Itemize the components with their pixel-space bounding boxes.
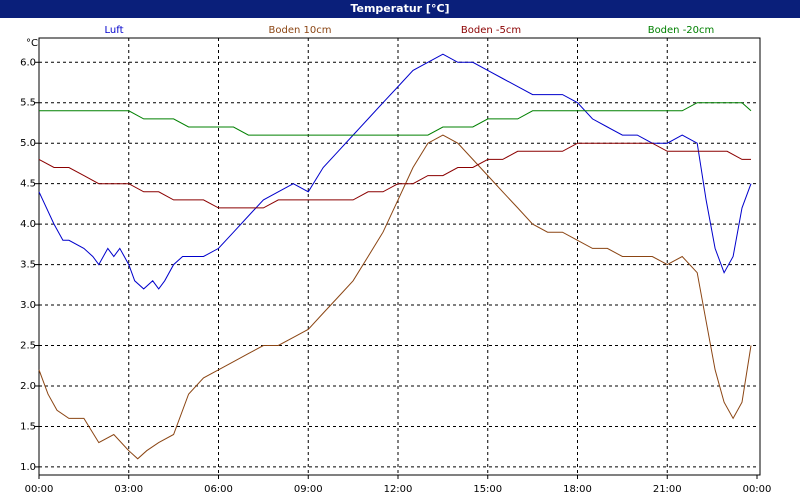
y-tick-label: 5.0: [20, 138, 36, 149]
series-line-boden-10cm: [38, 134, 752, 460]
legend-entry: Boden -20cm: [648, 25, 715, 36]
x-tick-label-time: 00:00: [743, 484, 772, 495]
y-tick-label: 3.0: [20, 300, 36, 311]
x-tick-label-time: 15:00: [473, 484, 502, 495]
legend-entry: Luft: [105, 25, 124, 36]
series-lines: [38, 53, 752, 460]
y-tick-label: 1.5: [20, 421, 36, 432]
y-tick-label: 4.5: [20, 179, 36, 190]
legend-entry: Boden -5cm: [461, 25, 521, 36]
legend-entry: Boden 10cm: [269, 25, 332, 36]
x-tick-label-time: 18:00: [563, 484, 592, 495]
x-tick-label-time: 06:00: [204, 484, 233, 495]
series-line-boden-5cm: [38, 142, 751, 209]
chart-title: Temperatur [°C]: [0, 0, 800, 18]
y-axis-unit-label: °C: [26, 38, 38, 49]
series-line-boden-20cm: [39, 102, 752, 136]
y-axis: 1.0 1.5 2.0 2.5 3.0 3.5 4.0 4.5 5.0 5.5 6.0: [20, 57, 39, 473]
y-tick-label: 6.0: [20, 57, 36, 68]
y-tick-label: 4.0: [20, 219, 36, 230]
x-tick-label-time: 09:00: [294, 484, 323, 495]
y-tick-label: 2.0: [20, 381, 36, 392]
x-tick-label-time: 00:00: [25, 484, 54, 495]
x-axis: 00:0020.11.1803:0020.11.1806:0020.11.180…: [25, 475, 772, 495]
temperature-chart: 1.01.52.02.53.03.54.04.55.05.56.0 00:002…: [20, 25, 772, 495]
y-tick-label: 3.5: [20, 260, 36, 271]
x-tick-label-time: 21:00: [653, 484, 682, 495]
y-tick-label: 5.5: [20, 98, 36, 109]
x-tick-label-time: 03:00: [114, 484, 143, 495]
y-tick-label: 1.0: [20, 462, 36, 473]
x-tick-label-time: 12:00: [384, 484, 413, 495]
legend: Luft Boden 10cm Boden -5cm Boden -20cm: [105, 25, 715, 36]
y-tick-label: 2.5: [20, 341, 36, 352]
